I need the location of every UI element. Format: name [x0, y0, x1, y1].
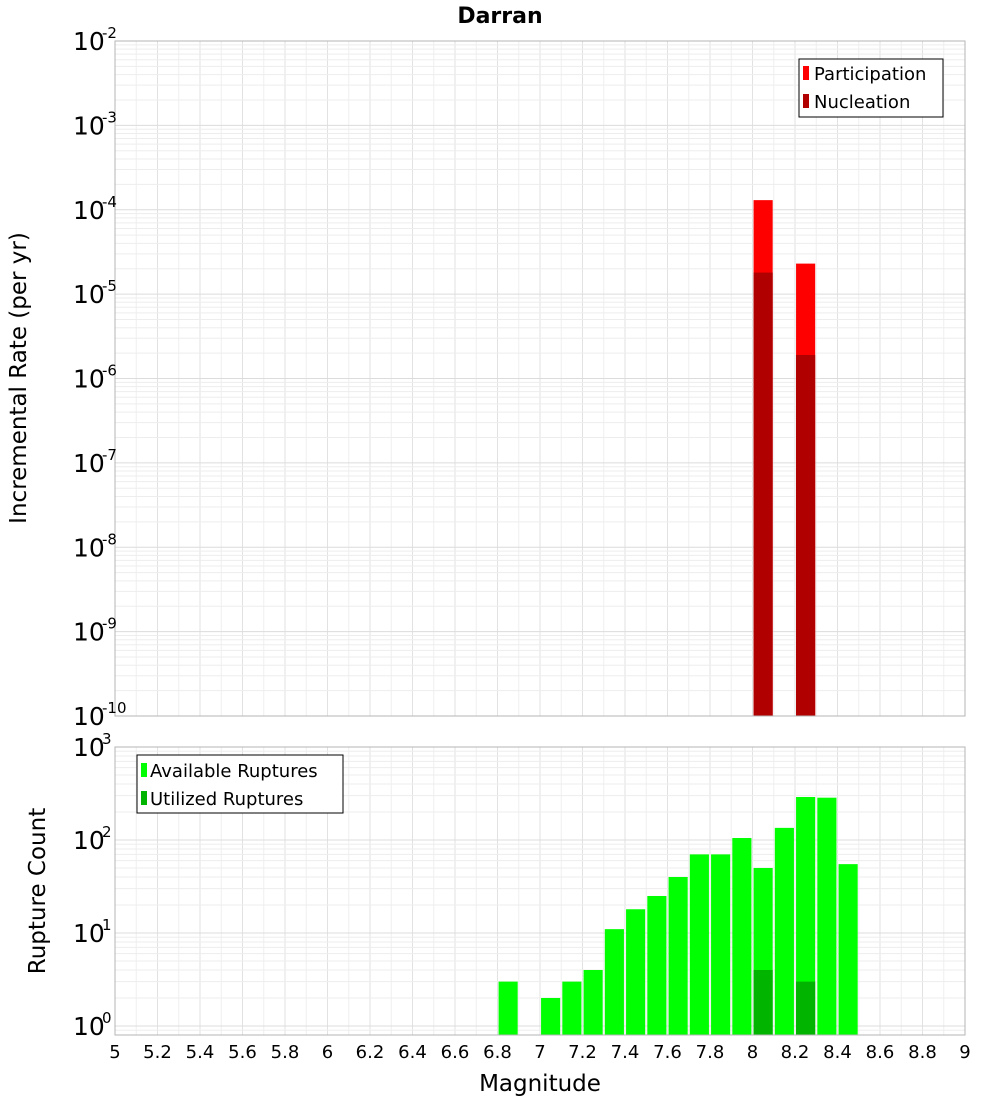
top-plot-frame: [114, 40, 966, 717]
bottom-y-tick-exponent: 1: [102, 916, 112, 934]
bottom-y-tick-exponent: 0: [102, 1009, 112, 1027]
x-tick-label: 7: [534, 1042, 545, 1063]
top-y-tick-label: 10: [73, 618, 105, 647]
bottom-bar-available-ruptures: [689, 854, 709, 1035]
top-grid: [114, 40, 966, 717]
bottom-bar-available-ruptures: [541, 997, 561, 1035]
top-y-tick-label: 10: [73, 111, 105, 140]
legend-label-nucleation: Nucleation: [814, 92, 910, 113]
x-tick-label: 5.2: [143, 1042, 172, 1063]
bottom-y-tick-label: 10: [73, 919, 105, 948]
bottom-bar-available-ruptures: [498, 981, 518, 1035]
x-tick-label: 6.6: [441, 1042, 470, 1063]
top-y-tick-label: 10: [73, 365, 105, 394]
legend-swatch-nucleation: [803, 94, 809, 108]
bottom-y-tick-label: 10: [73, 1012, 105, 1041]
bottom-bar-available-ruptures: [732, 838, 752, 1035]
x-tick-label: 6.8: [483, 1042, 512, 1063]
top-y-tick-exponent: -7: [102, 446, 117, 464]
top-bar-nucleation: [753, 272, 773, 716]
x-tick-label: 9: [959, 1042, 970, 1063]
x-ticks: 5 5.2 5.4 5.6 5.8 6 6.2 6.4 6.6 6.8 7 7.2 7.4 7.6 7.8 8…: [109, 1042, 970, 1063]
bottom-bar-available-ruptures: [711, 854, 731, 1035]
x-tick-label: 8.6: [866, 1042, 895, 1063]
top-bar-nucleation: [796, 354, 816, 716]
top-y-tick-label: 10: [73, 449, 105, 478]
top-y-tick-label: 10: [73, 280, 105, 309]
chart-title: Darran: [457, 4, 542, 29]
legend-label-utilized: Utilized Ruptures: [150, 789, 303, 810]
x-tick-label: 5.8: [271, 1042, 300, 1063]
bottom-bar-available-ruptures: [817, 797, 837, 1035]
top-y-axis-label: Incremental Rate (per yr): [6, 232, 32, 524]
top-y-tick-exponent: -6: [102, 362, 117, 380]
legend-label-participation: Participation: [814, 64, 926, 85]
x-tick-label: 6: [322, 1042, 333, 1063]
legend-swatch-utilized: [141, 791, 147, 805]
bottom-bar-available-ruptures: [838, 864, 858, 1035]
top-y-tick-exponent: -9: [102, 615, 117, 633]
top-legend: Participation Nucleation: [798, 58, 944, 118]
x-tick-label: 7.6: [653, 1042, 682, 1063]
bottom-bar-available-ruptures: [647, 895, 667, 1035]
x-tick-label: 6.2: [356, 1042, 385, 1063]
x-tick-label: 7.2: [568, 1042, 597, 1063]
x-tick-label: 7.4: [611, 1042, 640, 1063]
bottom-y-axis-label: Rupture Count: [25, 808, 51, 974]
x-tick-label: 8.8: [908, 1042, 937, 1063]
legend-swatch-participation: [803, 66, 809, 80]
x-tick-label: 6.4: [398, 1042, 427, 1063]
top-y-tick-exponent: -4: [102, 193, 117, 211]
x-axis-label: Magnitude: [479, 1071, 601, 1097]
x-tick-label: 8: [747, 1042, 758, 1063]
bottom-plot-frame: [114, 746, 966, 1036]
bottom-bar-available-ruptures: [626, 909, 646, 1035]
x-tick-label: 5: [109, 1042, 120, 1063]
top-y-tick-label: 10: [73, 702, 105, 731]
bottom-bar-available-ruptures: [774, 827, 794, 1035]
top-y-tick-exponent: -10: [102, 699, 127, 717]
bottom-legend: Available Ruptures Utilized Ruptures: [136, 754, 344, 814]
x-tick-label: 8.2: [781, 1042, 810, 1063]
top-bars: [753, 200, 816, 716]
bottom-y-tick-exponent: 2: [102, 823, 112, 841]
top-y-tick-label: 10: [73, 196, 105, 225]
bottom-bar-available-ruptures: [604, 929, 624, 1035]
top-y-tick-exponent: -8: [102, 530, 117, 548]
bottom-bar-utilized-ruptures: [753, 969, 773, 1035]
bottom-bar-available-ruptures: [583, 969, 603, 1035]
legend-swatch-available: [141, 763, 147, 777]
bottom-bars: [498, 796, 858, 1035]
x-tick-label: 5.6: [228, 1042, 257, 1063]
top-y-tick-exponent: -2: [102, 24, 117, 42]
bottom-bar-available-ruptures: [562, 981, 582, 1035]
top-y-tick-exponent: -5: [102, 277, 117, 295]
x-tick-label: 5.4: [186, 1042, 215, 1063]
bottom-y-tick-label: 10: [73, 826, 105, 855]
x-tick-label: 7.8: [696, 1042, 725, 1063]
bottom-bar-available-ruptures: [796, 796, 816, 1035]
top-y-tick-exponent: -3: [102, 108, 117, 126]
bottom-y-tick-exponent: 3: [102, 730, 112, 748]
bottom-y-tick-label: 10: [73, 733, 105, 762]
top-y-tick-label: 10: [73, 27, 105, 56]
bottom-bar-available-ruptures: [668, 877, 688, 1035]
legend-label-available: Available Ruptures: [150, 761, 318, 782]
x-tick-label: 8.4: [823, 1042, 852, 1063]
top-y-tick-label: 10: [73, 533, 105, 562]
bottom-bar-utilized-ruptures: [796, 981, 816, 1035]
